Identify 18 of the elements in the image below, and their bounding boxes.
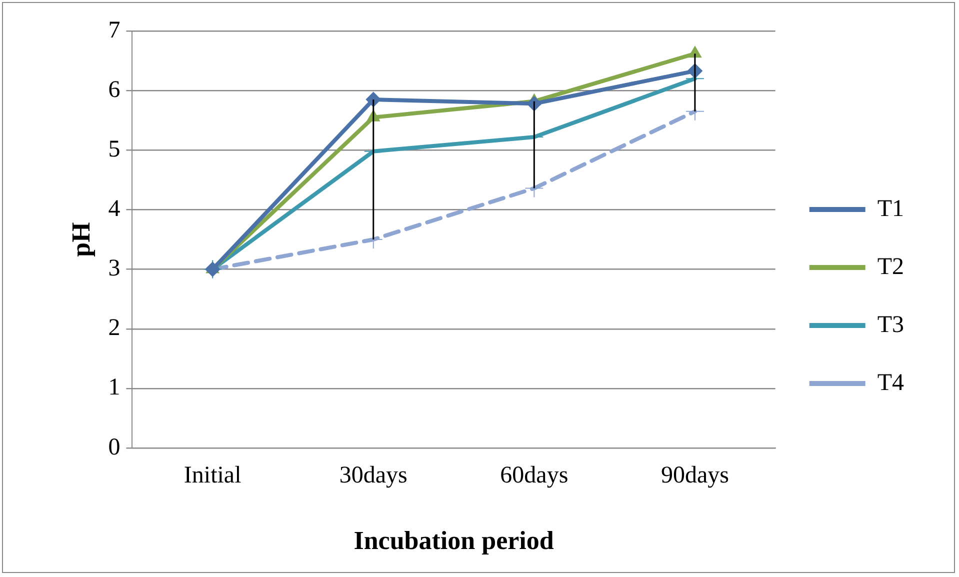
y-tick-label: 3 [108, 256, 120, 282]
legend-label: T1 [877, 196, 904, 222]
y-tick-label: 6 [108, 76, 120, 103]
y-axis-title: pH [66, 222, 96, 257]
x-axis-title: Incubation period [354, 526, 554, 556]
y-tick-label: 0 [108, 434, 120, 460]
y-tick-label: 7 [108, 17, 120, 44]
y-tick-label: 1 [108, 374, 120, 401]
y-tick-label: 5 [108, 136, 120, 162]
legend-label: T3 [877, 312, 904, 338]
legend-label: T2 [877, 254, 904, 280]
x-tick-label: Initial [184, 462, 242, 489]
x-tick-label: 30days [339, 462, 408, 489]
legend-label: T4 [877, 370, 904, 396]
y-tick-label: 2 [108, 315, 120, 342]
y-tick-label: 4 [108, 196, 120, 222]
x-tick-label: 60days [500, 462, 568, 489]
x-tick-label: 90days [660, 462, 729, 489]
